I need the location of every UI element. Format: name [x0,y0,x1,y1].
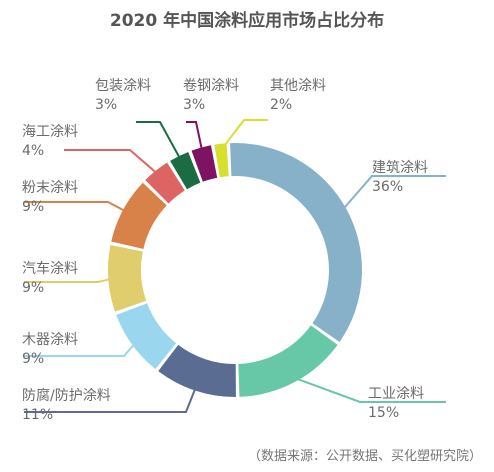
chart-title: 2020 年中国涂料应用市场占比分布 [110,10,384,31]
slice-1-name-label: 工业涂料 [368,386,424,402]
slice-6-leader-line [64,149,161,177]
slice-0-name-label: 建筑涂料 [372,160,428,176]
slice-6-value-label: 4% [22,143,44,159]
slice-4-segment [107,245,147,312]
slice-2-value-label: 11% [22,407,53,423]
slice-2-name-label: 防腐/防护涂料 [22,387,111,404]
slice-8-name-label: 卷钢涂料 [183,78,239,94]
slice-5-leader-line [24,201,129,214]
slice-9-segment [214,143,229,178]
slice-0-leader-line [340,175,446,213]
slice-3-value-label: 9% [22,351,44,367]
slice-2-leader-line [24,384,198,413]
slice-7-segment [170,151,201,190]
slice-7-name-label: 包装涂料 [95,78,151,94]
slice-labels: 建筑涂料 36% 工业涂料 15% 防腐/防护涂料 11% 木器涂料 9% 汽车涂料 9% 粉末涂料… [22,78,428,423]
slice-7-leader-line [136,121,183,162]
slice-8-value-label: 3% [183,97,205,113]
slice-5-segment [111,182,167,249]
slice-4-value-label: 9% [22,280,44,296]
slice-8-segment [191,145,218,182]
slice-6-name-label: 海工涂料 [22,124,78,140]
slice-3-leader-line [24,340,138,357]
slice-1-segment [238,325,338,397]
slice-9-name-label: 其他涂料 [270,78,326,94]
leader-lines [24,119,446,413]
chart-source-note: （数据来源：公开数据、买化塑研究院） [248,449,482,464]
slice-3-segment [116,303,177,369]
slice-9-leader-line [220,119,268,151]
slice-4-name-label: 汽车涂料 [22,260,78,277]
slice-2-segment [158,344,236,398]
slice-1-leader-line [291,375,446,403]
slice-1-value-label: 15% [368,405,399,421]
slice-9-value-label: 2% [270,97,292,113]
slice-5-name-label: 粉末涂料 [22,180,78,196]
slice-4-leader-line [24,277,115,283]
slice-0-value-label: 36% [372,179,403,195]
slice-8-leader-line [186,121,204,154]
pie-slices [107,142,362,398]
slice-0-segment [230,142,362,342]
slice-7-value-label: 3% [95,97,117,113]
slice-5-value-label: 9% [22,199,44,215]
slice-3-name-label: 木器涂料 [22,332,78,348]
